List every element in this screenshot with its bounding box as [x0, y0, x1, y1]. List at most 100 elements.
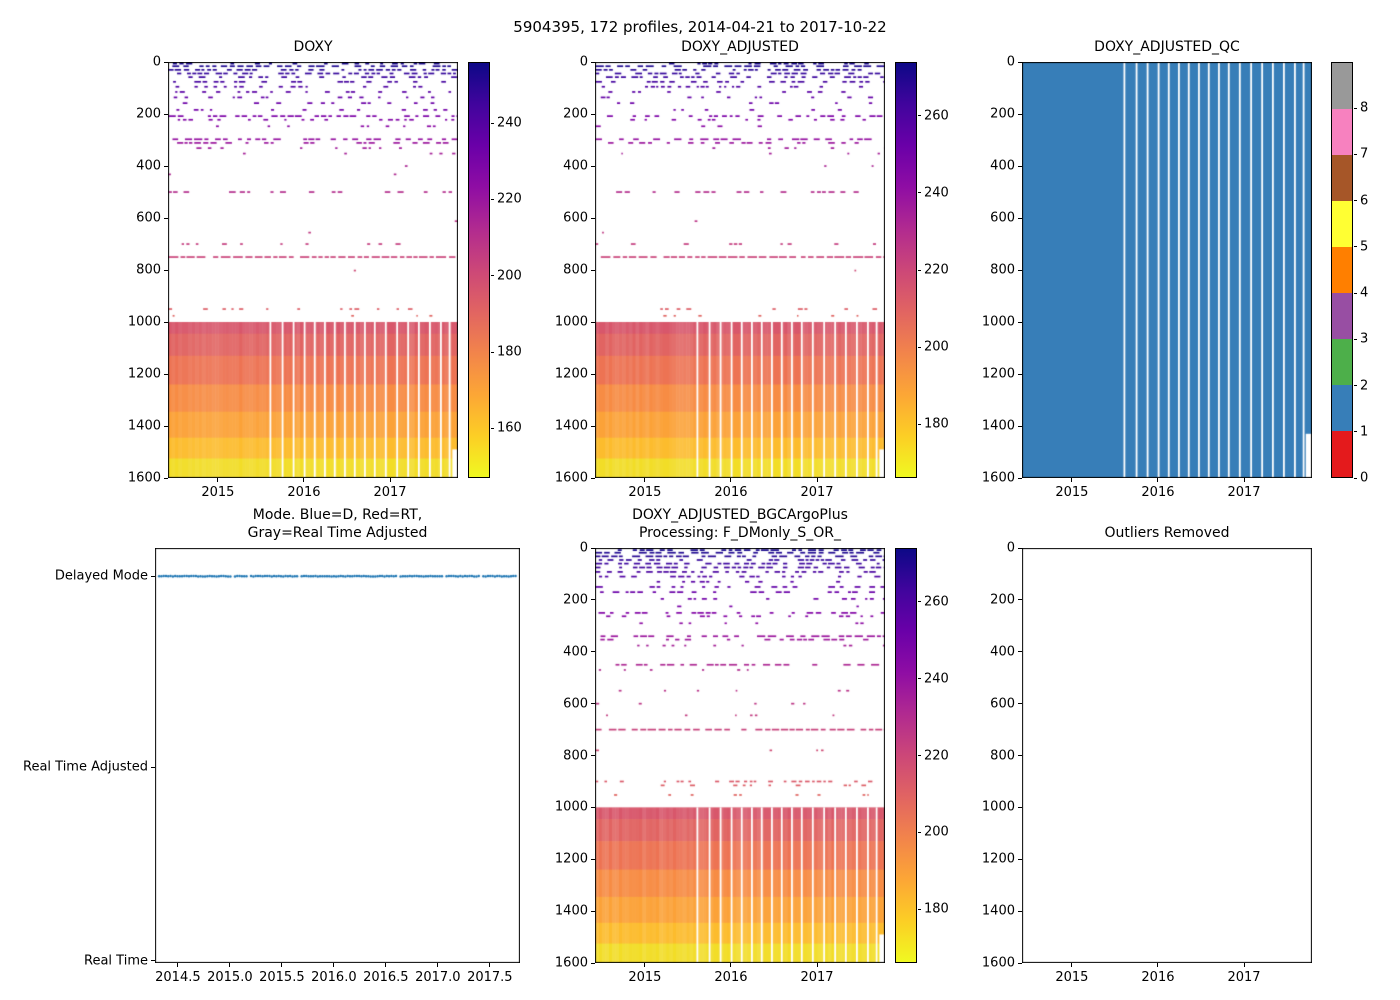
doxy-adjusted-qc-y-tick — [1018, 113, 1022, 115]
outliers-removed-plot-area — [1022, 548, 1312, 963]
outliers-removed-y-tick — [1018, 599, 1022, 601]
doxy-y-tick — [164, 321, 168, 323]
doxy-adjusted-bgc-colorbar-tick-label: 200 — [924, 824, 949, 840]
doxy-y-tick-label: 1200 — [127, 366, 161, 382]
doxy-y-tick — [164, 477, 168, 479]
doxy-x-tick-label: 2017 — [373, 485, 407, 500]
doxy-adjusted-qc-y-tick — [1018, 373, 1022, 375]
doxy-adjusted-qc-colorbar-tick — [1354, 338, 1357, 340]
mode-y-tick — [151, 766, 155, 768]
outliers-removed-y-tick — [1018, 547, 1022, 549]
doxy-y-tick — [164, 373, 168, 375]
doxy-adjusted-colorbar-tick-label: 200 — [924, 339, 949, 355]
doxy-adjusted-qc-colorbar-tick — [1354, 385, 1357, 387]
doxy-adjusted-bgc-y-tick — [591, 962, 595, 964]
panel-doxy-adjusted-bgc-title: DOXY_ADJUSTED_BGCArgoPlus Processing: F_… — [632, 507, 848, 542]
doxy-adjusted-qc-x-tick-label: 2016 — [1141, 485, 1175, 500]
doxy-adjusted-plot-area — [595, 62, 885, 478]
doxy-adjusted-qc-qc-color-1 — [1332, 385, 1352, 431]
doxy-adjusted-bgc-plot-area — [595, 548, 885, 963]
doxy-adjusted-qc-qc-color-5 — [1332, 200, 1352, 247]
doxy-adjusted-colorbar — [895, 62, 917, 478]
doxy-adjusted-y-tick — [591, 321, 595, 323]
outliers-removed-y-tick-label: 400 — [990, 644, 1015, 660]
doxy-adjusted-qc-colorbar-tick-label: 2 — [1360, 378, 1369, 394]
doxy-adjusted-bgc-y-tick-label: 1400 — [554, 903, 588, 919]
doxy-adjusted-bgc-y-tick — [591, 547, 595, 549]
doxy-adjusted-y-tick-label: 1000 — [554, 314, 588, 330]
outliers-removed-y-tick-label: 1200 — [981, 851, 1015, 867]
doxy-adjusted-qc-qc-color-0 — [1332, 431, 1352, 477]
outliers-removed-x-tick — [1071, 963, 1073, 967]
doxy-adjusted-qc-qc-color-8 — [1332, 63, 1352, 109]
doxy-adjusted-bgc-y-tick — [591, 651, 595, 653]
doxy-adjusted-bgc-y-tick-label: 800 — [563, 748, 588, 763]
doxy-adjusted-qc-y-tick-label: 400 — [990, 158, 1015, 174]
outliers-removed-y-tick — [1018, 703, 1022, 705]
outliers-removed-y-tick-label: 1600 — [981, 955, 1015, 971]
doxy-adjusted-y-tick — [591, 425, 595, 427]
doxy-adjusted-qc-colorbar-tick-label: 8 — [1360, 100, 1369, 116]
doxy-adjusted-qc-y-tick-label: 200 — [990, 106, 1015, 122]
doxy-adjusted-bgc-y-tick — [591, 599, 595, 601]
doxy-colorbar-tick — [491, 427, 494, 429]
doxy-adjusted-qc-y-tick-label: 0 — [1006, 54, 1015, 70]
mode-y-tick — [151, 960, 155, 962]
doxy-y-tick-label: 0 — [152, 54, 161, 70]
doxy-adjusted-y-tick-label: 400 — [563, 158, 588, 174]
doxy-adjusted-bgc-colorbar-tick-label: 180 — [924, 901, 949, 917]
outliers-removed-y-tick — [1018, 806, 1022, 808]
doxy-adjusted-y-tick — [591, 217, 595, 219]
doxy-adjusted-bgc-x-tick-label: 2016 — [714, 970, 748, 985]
doxy-adjusted-x-tick-label: 2016 — [714, 485, 748, 500]
doxy-adjusted-y-tick-label: 1600 — [554, 470, 588, 486]
doxy-adjusted-y-tick-label: 800 — [563, 262, 588, 278]
outliers-removed-x-tick-label: 2016 — [1141, 970, 1175, 985]
doxy-adjusted-bgc-colorbar-tick-label: 260 — [924, 594, 949, 610]
doxy-adjusted-bgc-colorbar — [895, 548, 917, 963]
doxy-colorbar-tick — [491, 275, 494, 277]
outliers-removed-y-tick-label: 800 — [990, 748, 1015, 763]
doxy-adjusted-y-tick — [591, 269, 595, 271]
doxy-adjusted-bgc-x-tick — [730, 963, 732, 967]
doxy-adjusted-bgc-x-tick-label: 2015 — [628, 970, 662, 985]
mode-y-category-label: Delayed Mode — [54, 568, 148, 584]
doxy-adjusted-qc-colorbar-tick — [1354, 292, 1357, 294]
mode-x-tick-label: 2017.0 — [415, 970, 461, 985]
doxy-adjusted-qc-x-tick — [1157, 478, 1159, 482]
doxy-adjusted-qc-plot-area — [1022, 62, 1312, 478]
doxy-adjusted-qc-y-tick-label: 800 — [990, 262, 1015, 278]
doxy-adjusted-qc-colorbar-tick — [1354, 153, 1357, 155]
doxy-colorbar — [468, 62, 490, 478]
doxy-adjusted-colorbar-tick-label: 240 — [924, 185, 949, 201]
doxy-y-tick-label: 600 — [136, 210, 161, 226]
doxy-colorbar-tick-label: 180 — [497, 344, 522, 360]
mode-x-tick — [177, 963, 179, 967]
doxy-adjusted-qc-colorbar-tick-label: 7 — [1360, 146, 1369, 162]
doxy-adjusted-qc-y-tick — [1018, 217, 1022, 219]
mode-x-tick-label: 2017.5 — [467, 970, 513, 985]
outliers-removed-y-tick — [1018, 755, 1022, 756]
doxy-adjusted-bgc-y-tick-label: 1600 — [554, 955, 588, 971]
doxy-adjusted-y-tick — [591, 61, 595, 63]
doxy-adjusted-qc-qc-color-4 — [1332, 247, 1352, 293]
doxy-adjusted-x-tick — [816, 478, 818, 482]
doxy-colorbar-tick — [491, 198, 494, 200]
doxy-adjusted-bgc-colorbar-tick — [918, 831, 921, 833]
doxy-y-tick-label: 1400 — [127, 418, 161, 434]
mode-x-tick-label: 2015.0 — [207, 970, 253, 985]
doxy-adjusted-colorbar-tick-label: 260 — [924, 108, 949, 124]
doxy-adjusted-y-tick-label: 1400 — [554, 418, 588, 434]
doxy-adjusted-qc-colorbar-tick-label: 0 — [1360, 470, 1369, 486]
doxy-y-tick — [164, 217, 168, 219]
doxy-adjusted-bgc-y-tick-label: 0 — [579, 540, 588, 556]
doxy-adjusted-qc-colorbar-tick-label: 6 — [1360, 193, 1369, 209]
doxy-adjusted-bgc-colorbar-tick — [918, 601, 921, 603]
outliers-removed-y-tick-label: 200 — [990, 592, 1015, 608]
panel-outliers-removed-title: Outliers Removed — [1104, 525, 1230, 541]
mode-x-tick-label: 2015.5 — [259, 970, 305, 985]
